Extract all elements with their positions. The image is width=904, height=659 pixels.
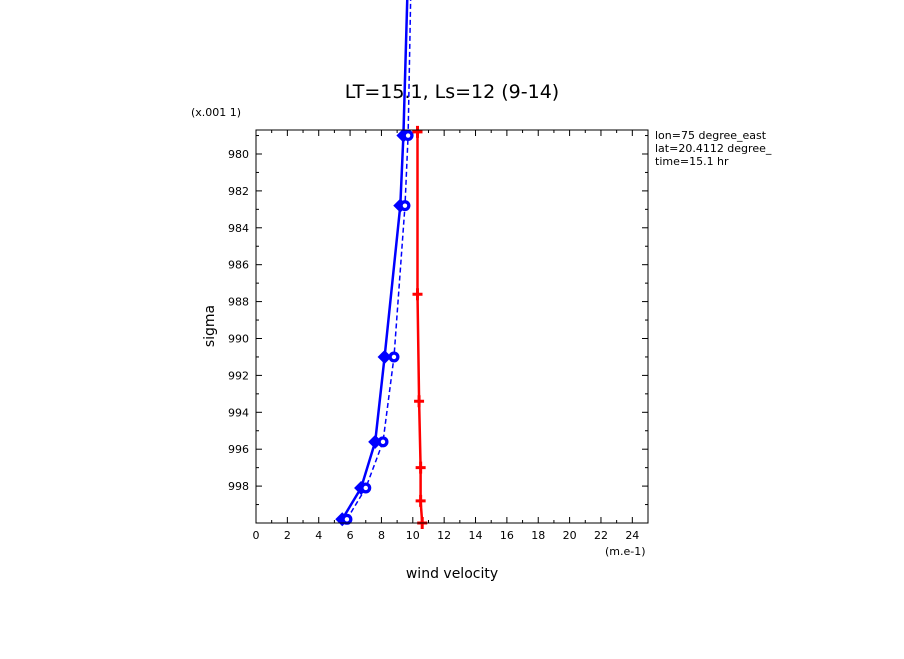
y-tick-label: 984 xyxy=(228,222,249,235)
data-point-cross xyxy=(412,125,423,138)
x-axis-title: wind velocity xyxy=(406,566,498,582)
data-point-circle-hole xyxy=(405,133,411,138)
data-point-circle-hole xyxy=(380,439,386,445)
y-tick-label: 994 xyxy=(228,406,249,419)
data-point-diamond xyxy=(368,434,383,449)
info-line-time: time=15.1 hr xyxy=(655,155,729,168)
x-tick-label: 24 xyxy=(625,529,639,542)
data-point-cross xyxy=(414,395,425,408)
x-tick-label: 2 xyxy=(284,529,291,542)
x-tick-label: 0 xyxy=(253,529,260,542)
x-tick-label: 6 xyxy=(347,529,354,542)
x-tick-label: 22 xyxy=(594,529,608,542)
x-tick-label: 14 xyxy=(469,529,483,542)
x-tick-label: 8 xyxy=(378,529,385,542)
data-point-circle-hole xyxy=(344,517,350,522)
x-tick-label: 10 xyxy=(406,529,420,542)
chart-title: LT=15.1, Ls=12 (9-14) xyxy=(345,81,559,103)
info-line-lon: lon=75 degree_east xyxy=(655,129,767,142)
data-point-cross xyxy=(412,288,423,301)
y-tick-label: 996 xyxy=(228,443,249,456)
y-tick-label: 998 xyxy=(228,480,249,493)
x-unit-label: (m.e-1) xyxy=(605,545,646,558)
y-axis-title: sigma xyxy=(202,305,218,347)
y-tick-label: 982 xyxy=(228,185,249,198)
data-point-circle-hole xyxy=(402,203,408,208)
y-scale-label: (x.001 1) xyxy=(191,106,241,119)
x-tick-label: 4 xyxy=(315,529,322,542)
y-tick-label: 986 xyxy=(228,259,249,272)
y-tick-label: 988 xyxy=(228,296,249,309)
y-tick-label: 992 xyxy=(228,369,249,382)
data-markers xyxy=(335,125,428,529)
y-tick-label: 980 xyxy=(228,148,249,161)
x-tick-label: 18 xyxy=(531,529,545,542)
y-tick-label: 990 xyxy=(228,332,249,345)
data-point-circle-hole xyxy=(363,485,368,491)
data-point-cross xyxy=(415,494,426,507)
data-point-circle-hole xyxy=(391,354,397,360)
x-tick-label: 20 xyxy=(563,529,577,542)
plot-frame xyxy=(255,129,649,524)
x-tick-label: 16 xyxy=(500,529,514,542)
info-line-lat: lat=20.4112 degree_ xyxy=(655,142,772,155)
data-point-cross xyxy=(415,461,426,474)
axis-ticks: 0 2 4 6 8 10 12 14 16 18 20 22 249809829849869889909… xyxy=(228,130,649,542)
x-tick-label: 12 xyxy=(437,529,451,542)
data-point-diamond xyxy=(377,349,392,364)
